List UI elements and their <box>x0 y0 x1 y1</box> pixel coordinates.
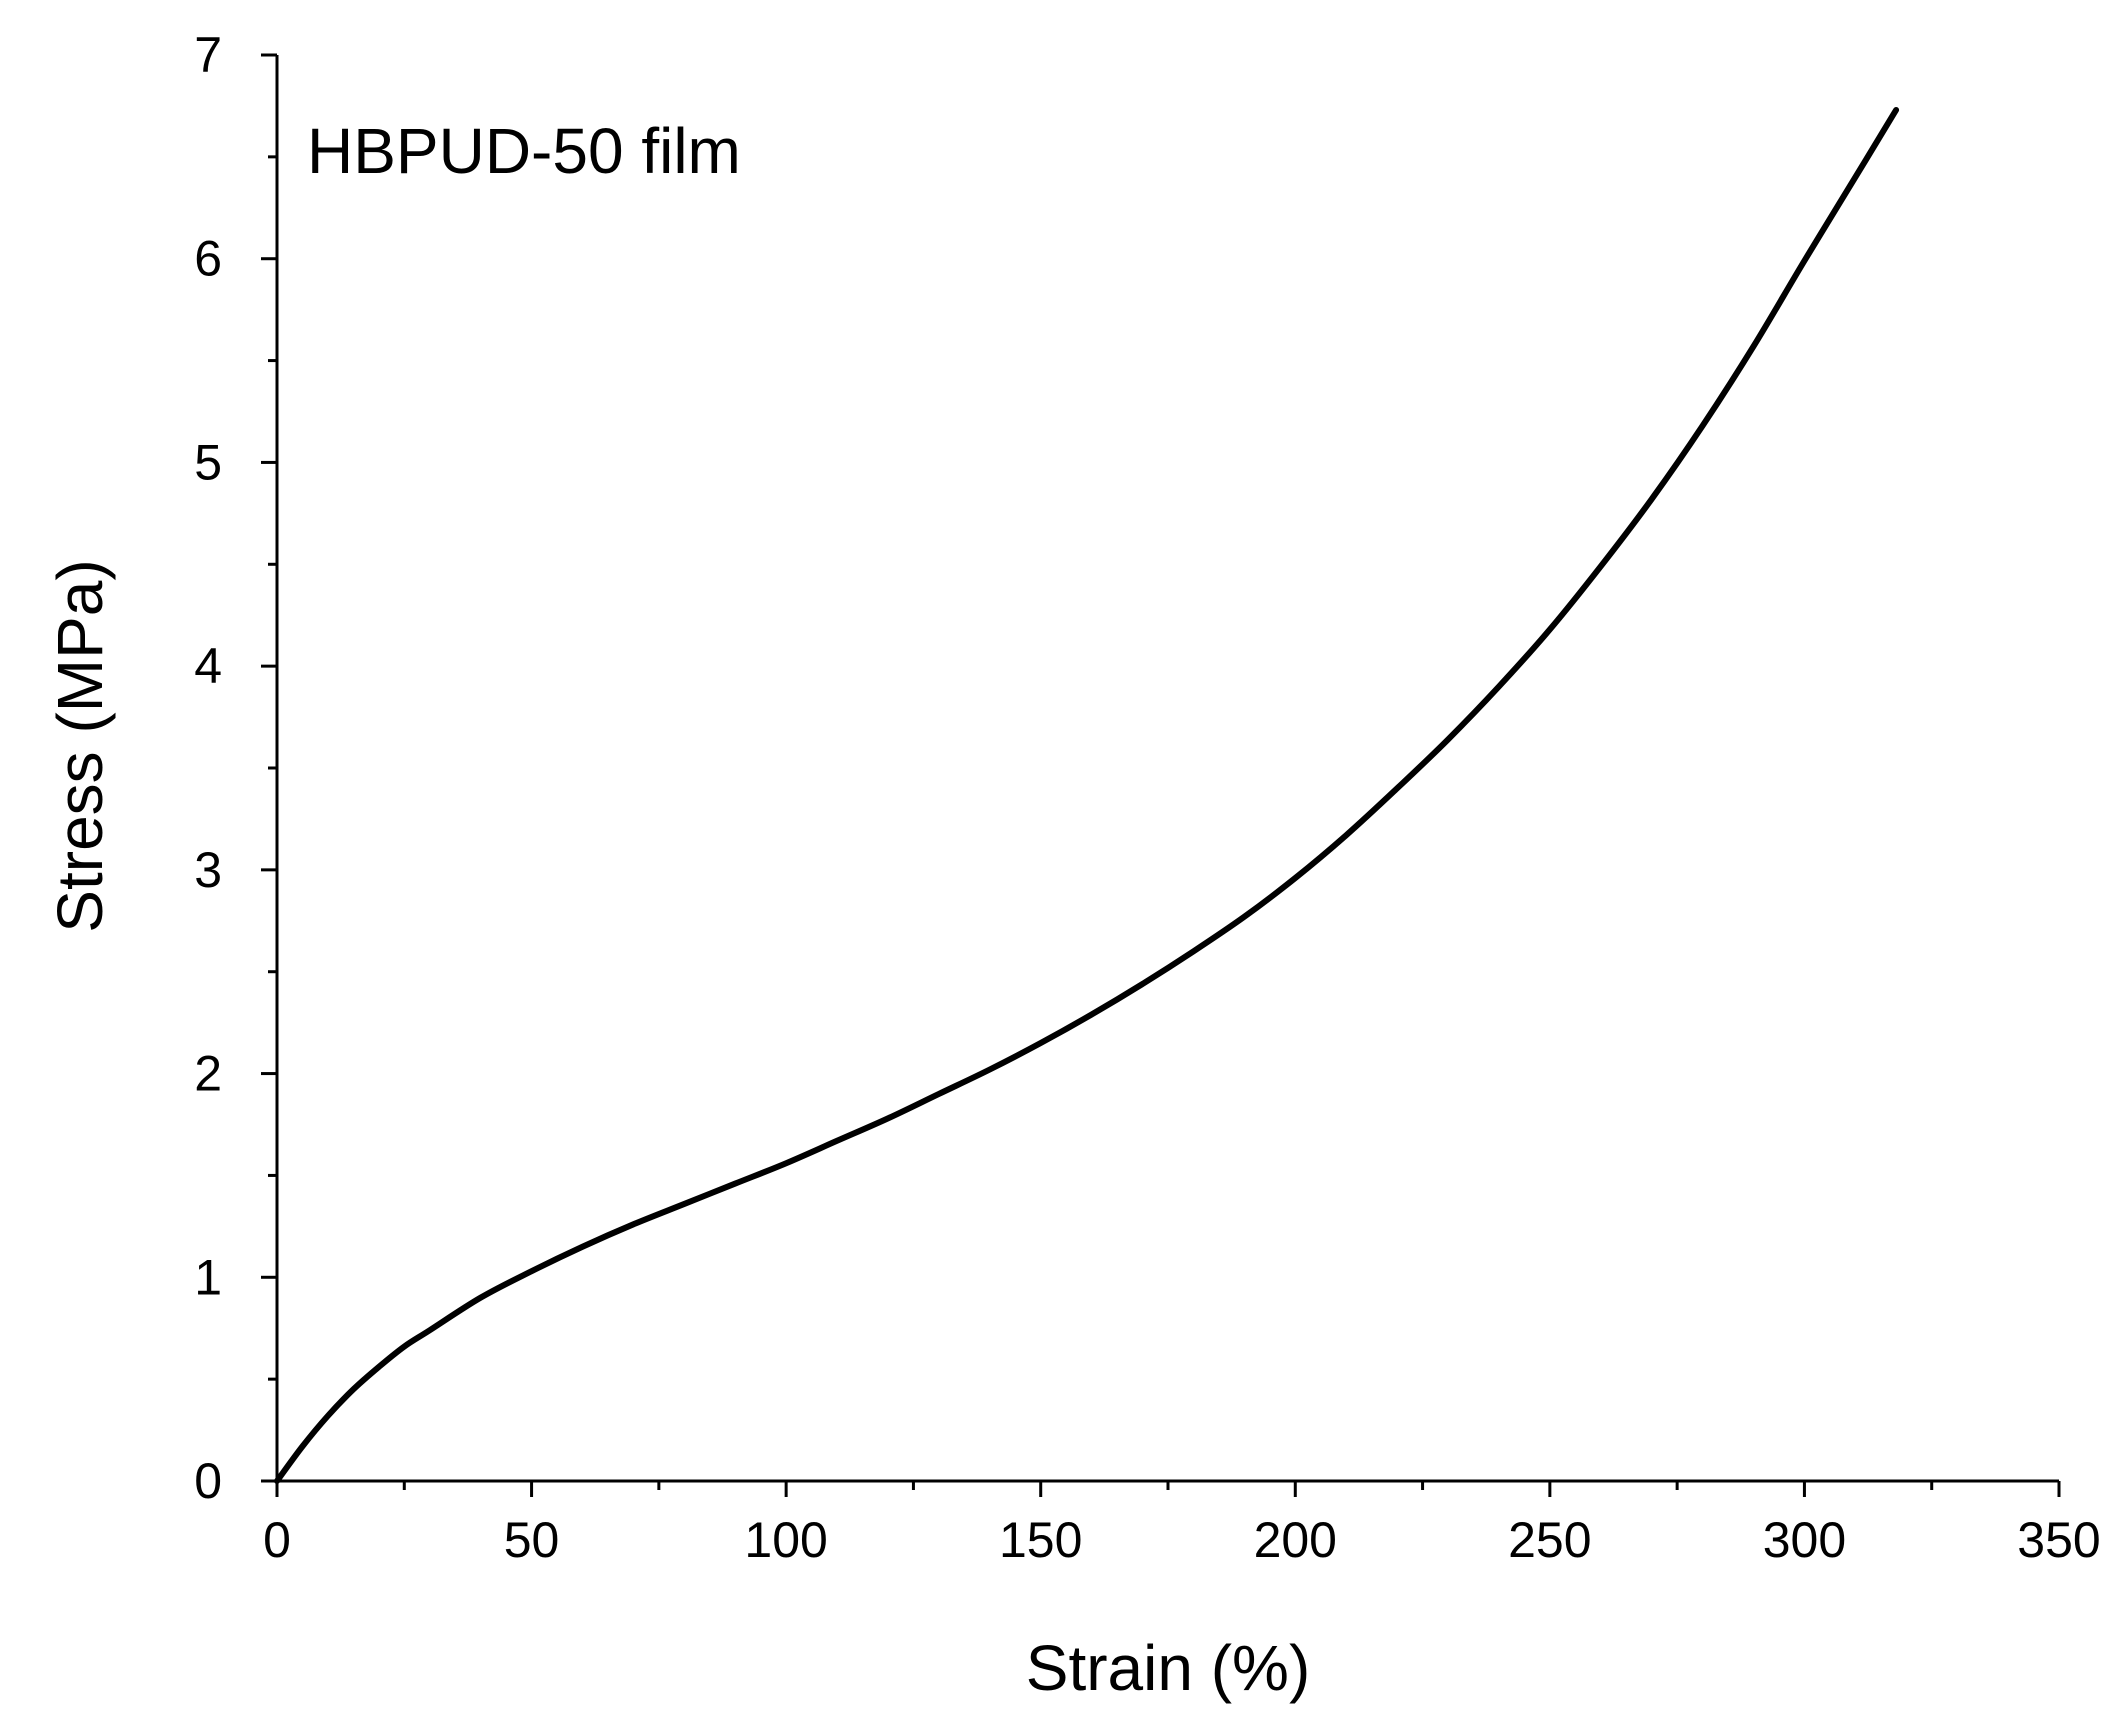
x-tick-label: 350 <box>2017 1512 2100 1568</box>
y-tick-label: 0 <box>194 1453 222 1509</box>
chart-annotation: HBPUD-50 film <box>307 115 741 187</box>
x-tick-label: 0 <box>263 1512 291 1568</box>
y-tick-label: 2 <box>194 1046 222 1102</box>
ticks: 0 50 100 150 200 250 300 350 0 1 2 3 4 5 6 7 <box>194 27 2101 1568</box>
x-tick-label: 200 <box>1254 1512 1337 1568</box>
series <box>274 107 1900 1484</box>
x-tick-label: 50 <box>504 1512 560 1568</box>
x-tick-label: 300 <box>1763 1512 1846 1568</box>
y-axis-title: Stress (MPa) <box>44 559 116 932</box>
y-tick-label: 4 <box>194 638 222 694</box>
x-tick-label: 100 <box>744 1512 827 1568</box>
y-tick-label: 6 <box>194 231 222 287</box>
y-tick-label: 1 <box>194 1249 222 1305</box>
x-axis-title: Strain (%) <box>1026 1632 1311 1704</box>
series-line <box>274 107 1900 1484</box>
y-tick-label: 3 <box>194 842 222 898</box>
y-tick-label: 5 <box>194 434 222 490</box>
x-tick-label: 150 <box>999 1512 1082 1568</box>
x-tick-label: 250 <box>1508 1512 1591 1568</box>
y-tick-label: 7 <box>194 27 222 83</box>
